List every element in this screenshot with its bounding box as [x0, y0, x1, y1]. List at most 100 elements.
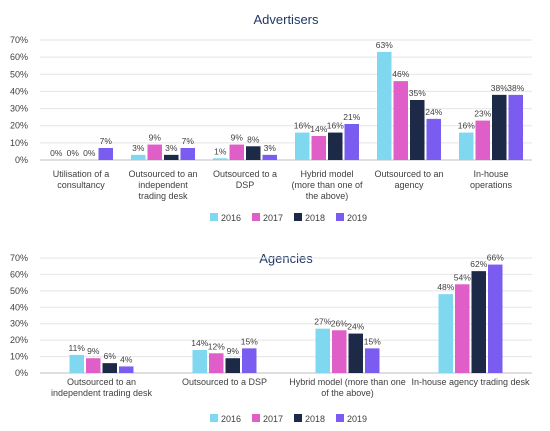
data-label: 26% — [331, 318, 348, 328]
category-label: Outsourced to a DSP — [182, 377, 267, 387]
data-label: 15% — [241, 336, 258, 346]
data-label: 7% — [182, 136, 195, 146]
legend-swatch — [252, 414, 260, 422]
bar-agencies-2018-2 — [225, 358, 240, 373]
y-tick-label: 20% — [10, 335, 28, 345]
y-tick-label: 30% — [10, 319, 28, 329]
y-tick-label: 20% — [10, 121, 28, 131]
data-label: 12% — [208, 341, 225, 351]
category-label-line: In-house — [473, 169, 508, 179]
data-label: 35% — [409, 88, 426, 98]
category-label-line: Utilisation of a — [53, 169, 110, 179]
category-label-line: Outsourced to an — [374, 169, 443, 179]
category-label: In-house operations — [470, 169, 513, 190]
data-label: 16% — [458, 121, 475, 131]
legend-item-2018: 2018 — [294, 213, 325, 223]
category-label: In-house agency trading desk — [411, 377, 530, 387]
category-label: Outsourced to a DSP — [213, 169, 277, 190]
legend-label: 2018 — [305, 414, 325, 424]
data-label: 0% — [67, 148, 80, 158]
data-label: 0% — [50, 148, 63, 158]
bar-agencies-2019-1 — [119, 366, 134, 373]
category-label-line: operations — [470, 180, 513, 190]
data-label: 3% — [132, 143, 145, 153]
bar-agencies-2017-4 — [455, 284, 470, 373]
category-label-line: trading desk — [138, 191, 188, 201]
category-label-line: consultancy — [57, 180, 105, 190]
legend-swatch — [336, 213, 344, 221]
bar-advertisers-2018-3 — [246, 146, 261, 160]
category-label-line: agency — [394, 180, 424, 190]
bar-agencies-2019-4 — [488, 264, 503, 373]
data-label: 11% — [69, 343, 86, 353]
y-tick-label: 0% — [15, 368, 28, 378]
legend-swatch — [210, 213, 218, 221]
y-tick-label: 50% — [10, 286, 28, 296]
data-label: 9% — [227, 346, 240, 356]
data-label: 62% — [470, 259, 487, 269]
category-label: Outsourced to an independent trading desk — [128, 169, 197, 201]
bar-agencies-2019-2 — [242, 348, 257, 373]
legend-label: 2019 — [347, 213, 367, 223]
data-label: 15% — [364, 336, 381, 346]
category-label: Hybrid model (more than one of the above) — [291, 169, 363, 201]
category-label-line: independent trading desk — [51, 388, 153, 398]
data-label: 0% — [83, 148, 96, 158]
data-label: 46% — [392, 69, 409, 79]
legend-item-2016: 2016 — [210, 414, 241, 424]
data-label: 27% — [314, 317, 331, 327]
category-label-line: Outsourced to an — [128, 169, 197, 179]
bar-agencies-2019-3 — [365, 348, 380, 373]
y-tick-label: 60% — [10, 269, 28, 279]
bar-advertisers-2016-3 — [213, 158, 228, 160]
data-label: 38% — [491, 83, 508, 93]
data-label: 16% — [327, 121, 344, 131]
data-label: 14% — [310, 124, 327, 134]
data-label: 23% — [474, 109, 491, 119]
legend-swatch — [336, 414, 344, 422]
bar-advertisers-2018-5 — [410, 100, 425, 160]
bar-advertisers-2016-2 — [131, 154, 146, 160]
category-label-line: Outsourced to a DSP — [182, 377, 267, 387]
bar-agencies-2017-3 — [332, 330, 347, 373]
y-tick-label: 40% — [10, 86, 28, 96]
legend-item-2017: 2017 — [252, 213, 283, 223]
bar-agencies-2016-2 — [192, 350, 207, 373]
bar-advertisers-2018-6 — [492, 94, 507, 160]
legend-label: 2018 — [305, 213, 325, 223]
category-label-line: Outsourced to an — [67, 377, 136, 387]
bar-advertisers-2017-2 — [147, 144, 162, 160]
category-label-line: of the above) — [321, 388, 374, 398]
bar-advertisers-2017-3 — [229, 144, 244, 160]
data-label: 9% — [231, 133, 244, 143]
y-tick-label: 60% — [10, 52, 28, 62]
data-label: 9% — [87, 346, 100, 356]
y-tick-label: 70% — [10, 253, 28, 263]
y-tick-label: 40% — [10, 302, 28, 312]
data-label: 3% — [264, 143, 277, 153]
bar-advertisers-2019-1 — [98, 148, 113, 160]
y-tick-label: 0% — [15, 155, 28, 165]
category-label-line: Hybrid model (more than one — [289, 377, 406, 387]
y-tick-label: 30% — [10, 104, 28, 114]
bar-advertisers-2016-5 — [377, 52, 392, 160]
category-label-line: the above) — [306, 191, 349, 201]
y-tick-label: 10% — [10, 352, 28, 362]
bar-agencies-2016-4 — [438, 294, 453, 373]
legend-label: 2019 — [347, 414, 367, 424]
y-tick-label: 10% — [10, 138, 28, 148]
category-label-line: (more than one of — [291, 180, 363, 190]
bar-advertisers-2019-5 — [426, 118, 441, 160]
legend-item-2019: 2019 — [336, 213, 367, 223]
bar-advertisers-2019-2 — [180, 148, 195, 160]
legend-swatch — [252, 213, 260, 221]
legend-item-2018: 2018 — [294, 414, 325, 424]
data-label: 21% — [343, 112, 360, 122]
category-label-line: Hybrid model — [300, 169, 353, 179]
bar-advertisers-2017-6 — [475, 120, 490, 160]
data-label: 66% — [487, 253, 504, 263]
legend-label: 2016 — [221, 213, 241, 223]
bar-agencies-2018-1 — [102, 363, 117, 373]
